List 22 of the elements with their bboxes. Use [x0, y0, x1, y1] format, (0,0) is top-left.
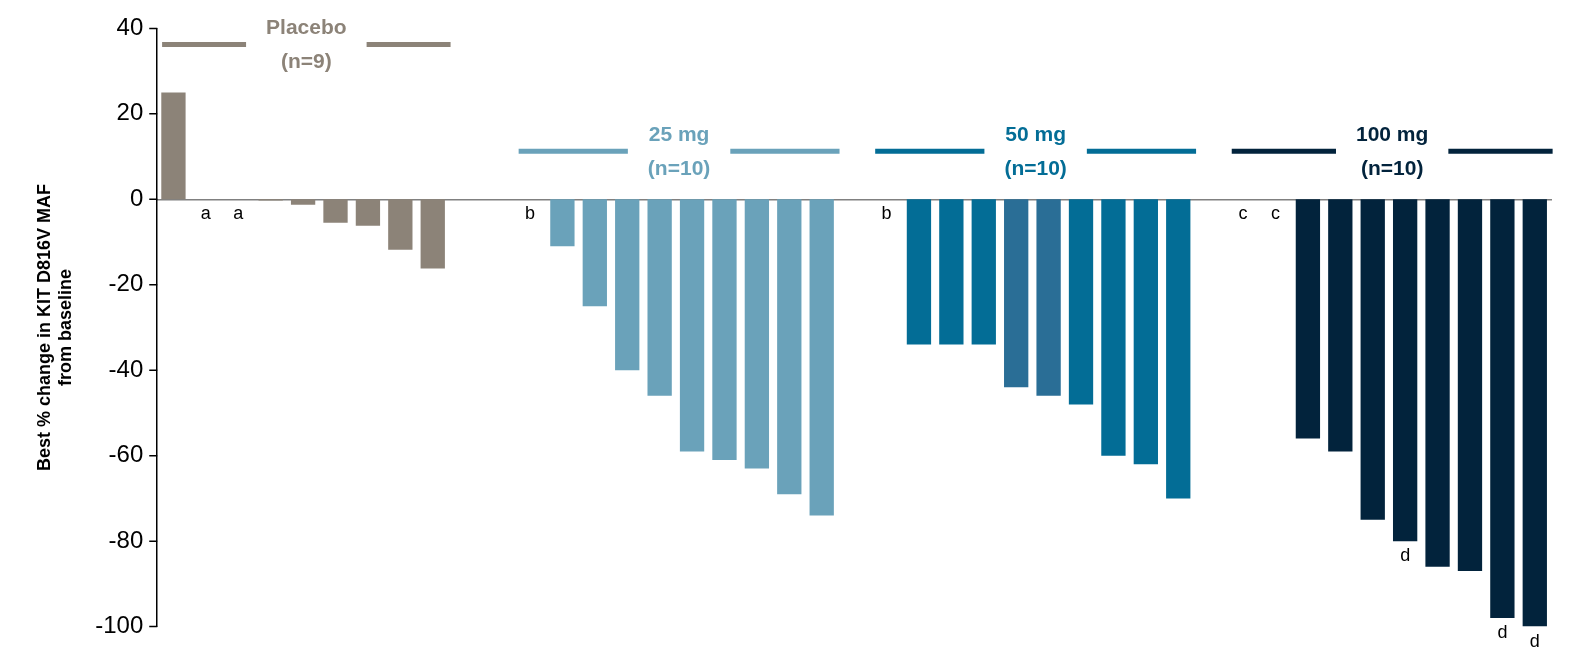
- text: c: [1238, 203, 1248, 224]
- y-tick-label: 20: [116, 98, 144, 126]
- y-tick-label: -80: [108, 525, 144, 553]
- text: b: [524, 203, 535, 224]
- text: c: [1270, 203, 1280, 224]
- series-label: 25 mg (n=10): [647, 122, 711, 180]
- text: a: [233, 203, 244, 224]
- y-tick-label: -100: [95, 611, 144, 639]
- y-tick-label: 40: [116, 13, 144, 41]
- y-axis-title: Best % change in KIT D816V MAF from baseline: [33, 183, 76, 472]
- y-tick-label: 0: [129, 183, 144, 211]
- y-tick-label: -60: [108, 440, 144, 468]
- data-label: d: [1400, 545, 1411, 566]
- y-tick-label: -20: [108, 269, 144, 297]
- data-label: d: [1529, 630, 1540, 651]
- series-label: 50 mg (n=10): [1004, 122, 1067, 180]
- text: a: [200, 203, 211, 224]
- legend-label: 100 mg (n=10): [1355, 122, 1429, 180]
- text: b: [881, 203, 892, 224]
- data-label: d: [1497, 622, 1508, 643]
- y-tick-label: -40: [108, 354, 144, 382]
- legend-label: Placebo (n=9): [266, 15, 347, 73]
